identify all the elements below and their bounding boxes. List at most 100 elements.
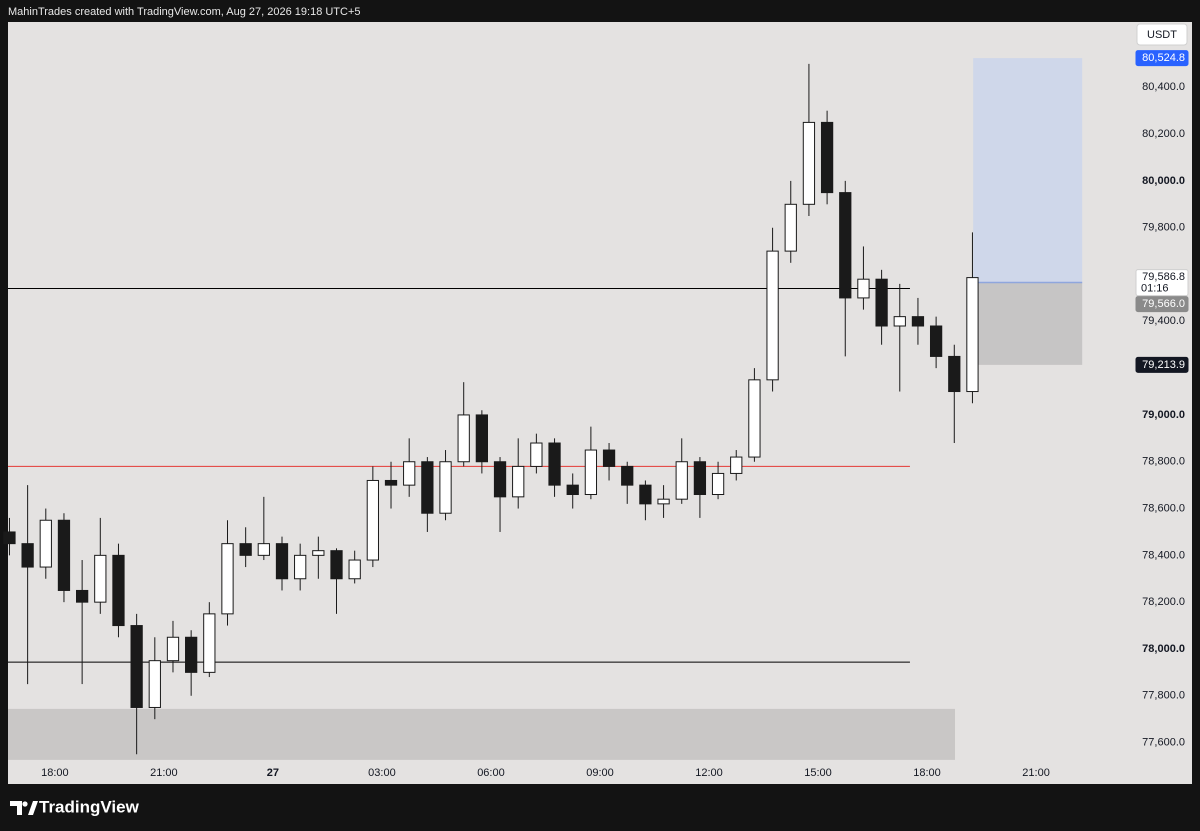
- candle-body: [911, 316, 925, 327]
- candle-body: [384, 479, 398, 486]
- x-tick-label: 18:00: [913, 767, 941, 779]
- candle-body: [948, 355, 961, 393]
- candle-body: [512, 465, 525, 498]
- candle-body: [966, 277, 979, 393]
- x-tick-label: 09:00: [586, 767, 614, 779]
- logo-icon: [28, 801, 38, 815]
- candle-body: [730, 456, 743, 474]
- candle-body: [820, 121, 834, 194]
- candle-body: [766, 250, 779, 381]
- candle-body: [675, 461, 688, 500]
- y-tick-label: 80,200.0: [1142, 128, 1185, 140]
- brand: TradingView: [39, 797, 140, 816]
- candle-body: [94, 554, 107, 603]
- x-tick-label: 15:00: [804, 767, 832, 779]
- candle-body: [112, 554, 125, 627]
- candle-body: [421, 461, 434, 514]
- y-tick-label: 78,000.0: [1142, 643, 1185, 655]
- countdown: 01:16: [1141, 283, 1169, 295]
- candle-body: [639, 484, 652, 505]
- x-tick-label: 21:00: [150, 767, 178, 779]
- position-target: [973, 58, 1083, 283]
- candle-body: [76, 589, 89, 603]
- candle-body: [584, 449, 598, 496]
- price-label: [1135, 269, 1189, 297]
- price-label: [1135, 50, 1189, 67]
- y-tick-label: 78,800.0: [1142, 456, 1185, 468]
- x-tick-label: 18:00: [41, 767, 69, 779]
- y-tick-label: 79,800.0: [1142, 222, 1185, 234]
- position-stop: [973, 282, 1083, 365]
- candle-body: [330, 550, 343, 580]
- y-tick-label: 78,200.0: [1142, 596, 1185, 608]
- candle-body: [748, 379, 761, 458]
- candle-body: [602, 449, 616, 467]
- candle-body: [802, 121, 816, 205]
- candle-body: [39, 519, 52, 568]
- x-tick-label: 06:00: [477, 767, 505, 779]
- currency-box: [1136, 23, 1188, 46]
- candle-body: [21, 543, 34, 568]
- y-tick-label: 80,000.0: [1142, 175, 1185, 187]
- candle-body: [621, 465, 634, 486]
- price-label: [1135, 356, 1189, 373]
- logo: TradingView: [10, 797, 140, 816]
- candle-body: [130, 625, 143, 708]
- x-tick-label: 21:00: [1022, 767, 1050, 779]
- candle-body: [875, 278, 888, 327]
- candle-body: [530, 442, 543, 467]
- candle-body: [439, 461, 452, 514]
- candle-body: [475, 414, 489, 463]
- candle-body: [312, 550, 325, 556]
- candle-body: [366, 479, 379, 561]
- y-tick-label: 80,400.0: [1142, 81, 1185, 93]
- candle-body: [185, 636, 198, 673]
- y-tick-label: 79,400.0: [1142, 315, 1185, 327]
- candle-body: [657, 498, 670, 505]
- candle-body: [784, 203, 797, 252]
- y-tick-label: 77,600.0: [1142, 736, 1185, 748]
- candle-body: [566, 484, 579, 496]
- candle-body: [203, 613, 216, 673]
- candle-body: [857, 278, 870, 299]
- candle-body: [893, 316, 906, 327]
- y-tick-label: 77,800.0: [1142, 690, 1185, 702]
- candle-body: [3, 531, 16, 545]
- price-label-text: 80,524.8: [1142, 52, 1185, 64]
- header-title: MahinTrades created with TradingView.com…: [8, 6, 361, 18]
- candle-body: [57, 519, 71, 591]
- currency: USDT: [1147, 29, 1177, 41]
- candle-body: [403, 461, 416, 486]
- candle-body: [929, 325, 943, 357]
- candle-body: [711, 472, 725, 496]
- candle-body: [257, 543, 270, 556]
- candle-body: [221, 543, 234, 615]
- candle-body: [457, 414, 470, 463]
- x-tick-label: 03:00: [368, 767, 396, 779]
- candle-body: [693, 461, 707, 496]
- candle-body: [275, 543, 289, 580]
- candle-body: [548, 442, 561, 486]
- price-label-text: 79,566.0: [1142, 298, 1185, 310]
- candle-body: [239, 543, 252, 556]
- y-tick-label: 79,000.0: [1142, 409, 1185, 421]
- candle-body: [166, 636, 180, 662]
- candle-body: [348, 559, 361, 580]
- candle-body: [839, 192, 852, 299]
- x-tick-label: 12:00: [695, 767, 723, 779]
- candle-body: [148, 660, 161, 708]
- y-tick-label: 78,400.0: [1142, 549, 1185, 561]
- logo-icon: [10, 801, 22, 815]
- candle-body: [294, 554, 307, 580]
- x-tick-label: 27: [267, 767, 279, 779]
- price-label-text: 79,586.8: [1142, 271, 1185, 283]
- zone: [8, 708, 956, 760]
- chart-layer: 77,600.0 77,800.0 78,000.0 78,200.0 78,400.0…: [3, 23, 1189, 779]
- price-label-text: 79,213.9: [1142, 359, 1185, 371]
- candle-body: [493, 461, 507, 498]
- logo-icon: [22, 801, 28, 807]
- y-tick-label: 78,600.0: [1142, 502, 1185, 514]
- price-label: [1135, 296, 1189, 313]
